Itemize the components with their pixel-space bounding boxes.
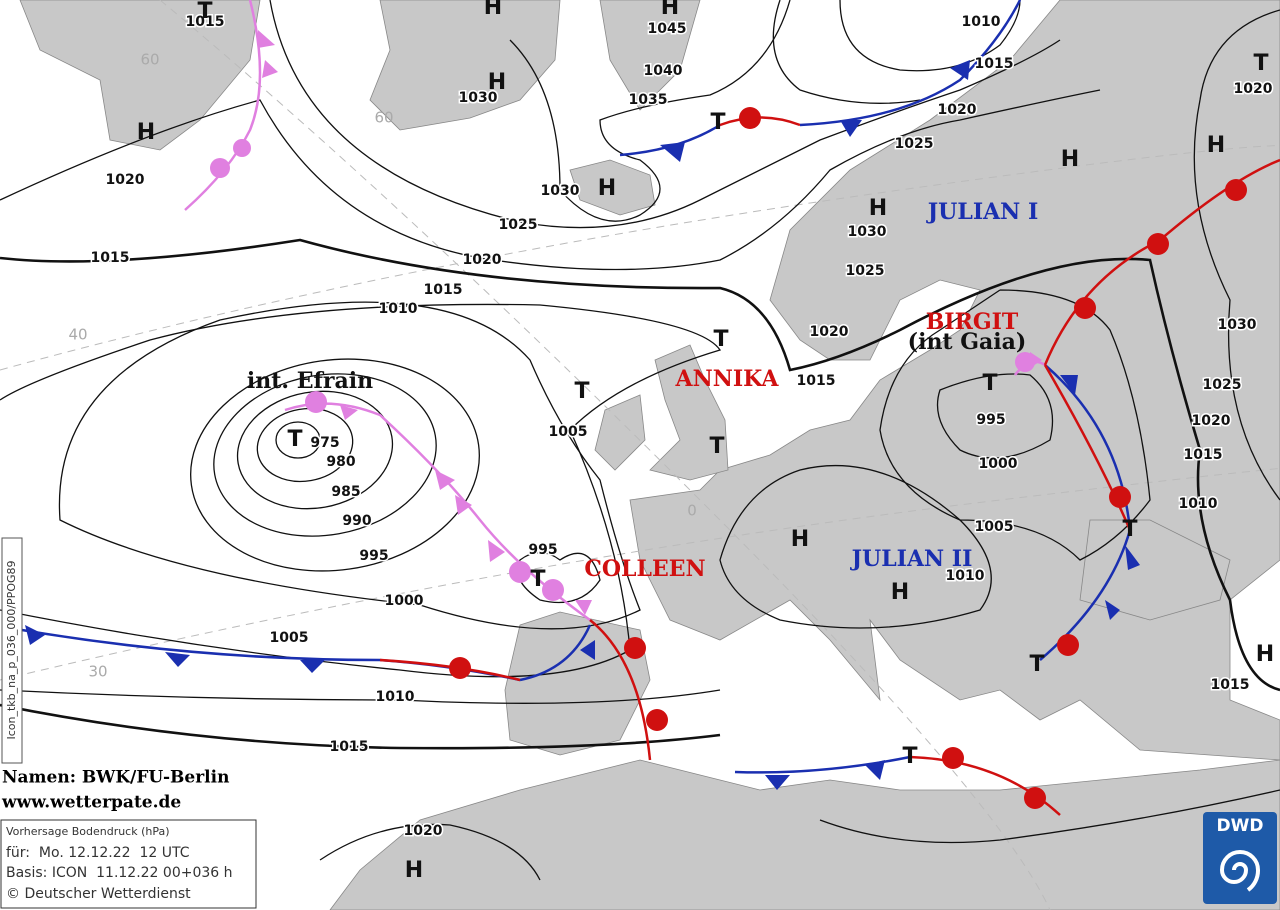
system-name: JULIAN II <box>850 546 973 572</box>
pressure-center: H <box>405 858 423 883</box>
pressure-center: H <box>869 196 887 221</box>
isobar-label: 1020 <box>1192 413 1231 429</box>
pressure-center: T <box>902 744 917 769</box>
isobar-label: 1005 <box>975 519 1014 535</box>
isobar-label: 1035 <box>629 92 668 108</box>
isobar-label: 1020 <box>463 252 502 268</box>
pressure-center: T <box>1253 51 1268 76</box>
dwd-logo-text: DWD <box>1217 816 1264 836</box>
isobar-label: 1025 <box>1203 377 1242 393</box>
pressure-center: H <box>598 176 616 201</box>
legend-box <box>0 819 257 909</box>
isobar-label: 1005 <box>549 424 588 440</box>
isobar-label: 1030 <box>848 224 887 240</box>
isobar-label: 1015 <box>975 56 1014 72</box>
run-code-box <box>1 537 23 764</box>
isobar-label: 1010 <box>379 301 418 317</box>
isobars <box>0 0 1280 881</box>
isobar-label: 995 <box>359 548 388 564</box>
pressure-center: H <box>1207 133 1225 158</box>
latitude-label: 0 <box>687 502 697 520</box>
system-name: ANNIKA <box>675 366 780 392</box>
fronts <box>21 0 1280 816</box>
isobar-label: 995 <box>528 542 557 558</box>
isobar-label: 1030 <box>541 183 580 199</box>
pressure-center: T <box>709 434 724 459</box>
dwd-logo <box>1203 812 1277 904</box>
pressure-center: T <box>1122 517 1137 542</box>
pressure-center: H <box>1256 642 1274 667</box>
isobar-label: 1025 <box>499 217 538 233</box>
isobar-label: 995 <box>976 412 1005 428</box>
run-code: Icon_tkb_na_p_036_000/PPOG89 <box>5 561 18 740</box>
latitude-label: 40 <box>68 326 87 344</box>
pressure-center: T <box>713 327 728 352</box>
legend-valid: für: Mo. 12.12.22 12 UTC <box>6 845 190 861</box>
isobar-label: 1030 <box>1218 317 1257 333</box>
pressure-center: H <box>484 0 502 20</box>
pressure-center: H <box>891 580 909 605</box>
pressure-center: H <box>137 120 155 145</box>
isobar-label: 1000 <box>979 456 1018 472</box>
pressure-center: T <box>710 110 725 135</box>
system-name: (int Gaia) <box>908 329 1027 355</box>
isobar-label: 1040 <box>644 63 683 79</box>
isobar-label: 1015 <box>1211 677 1250 693</box>
isobar-label: 1020 <box>106 172 145 188</box>
isobar-label: 1015 <box>1184 447 1223 463</box>
isobar-label: 1015 <box>186 14 225 30</box>
isobar-label: 1025 <box>895 136 934 152</box>
isobar-label: 1045 <box>648 21 687 37</box>
legend-copyright: © Deutscher Wetterdienst <box>6 886 191 902</box>
system-name: JULIAN I <box>926 199 1038 225</box>
pressure-center: T <box>574 379 589 404</box>
isobar-label: 985 <box>331 484 360 500</box>
isobar-label: 1015 <box>330 739 369 755</box>
isobar-label: 980 <box>326 454 355 470</box>
isobar-label: 975 <box>310 435 339 451</box>
pressure-center: H <box>791 527 809 552</box>
pressure-center: T <box>982 371 997 396</box>
isobar-label: 1010 <box>376 689 415 705</box>
pressure-center: H <box>661 0 679 20</box>
pressure-center: T <box>287 427 302 452</box>
system-name: BIRGIT <box>926 309 1019 335</box>
isobar-label: 1025 <box>846 263 885 279</box>
system-name: int. Efrain <box>247 368 373 394</box>
credits-website: www.wetterpate.de <box>1 793 181 813</box>
pressure-center: T <box>530 567 545 592</box>
isobar-label: 1005 <box>270 630 309 646</box>
labels: 1015102010151025102010151010103010301045… <box>68 0 1274 883</box>
pressure-center: H <box>488 70 506 95</box>
latitude-label: 60 <box>374 109 393 127</box>
isobar-label: 1015 <box>797 373 836 389</box>
isobar-label: 1020 <box>1234 81 1273 97</box>
legend-title: Vorhersage Bodendruck (hPa) <box>6 825 170 838</box>
isobar-label: 1010 <box>1179 496 1218 512</box>
pressure-center: T <box>197 0 212 24</box>
isobar-label: 1015 <box>91 250 130 266</box>
latitude-label: 30 <box>88 663 107 681</box>
isobar-label: 1015 <box>424 282 463 298</box>
isobar-label: 1020 <box>404 823 443 839</box>
dwd-logo-swirl <box>1219 850 1261 892</box>
system-name: COLLEEN <box>584 556 705 582</box>
isobar-label: 1030 <box>459 90 498 106</box>
isobar-label: 990 <box>342 513 371 529</box>
legend-basis: Basis: ICON 11.12.22 00+036 h <box>6 865 233 881</box>
isobar-label: 1020 <box>810 324 849 340</box>
isobar-label: 1000 <box>385 593 424 609</box>
isobar-label: 1010 <box>946 568 985 584</box>
pressure-center: T <box>1029 652 1044 677</box>
latitude-label: 60 <box>140 51 159 69</box>
isobar-label: 1020 <box>938 102 977 118</box>
pressure-center: H <box>1061 147 1079 172</box>
credits-names: Namen: BWK/FU-Berlin <box>2 768 229 788</box>
isobar-label: 1010 <box>962 14 1001 30</box>
